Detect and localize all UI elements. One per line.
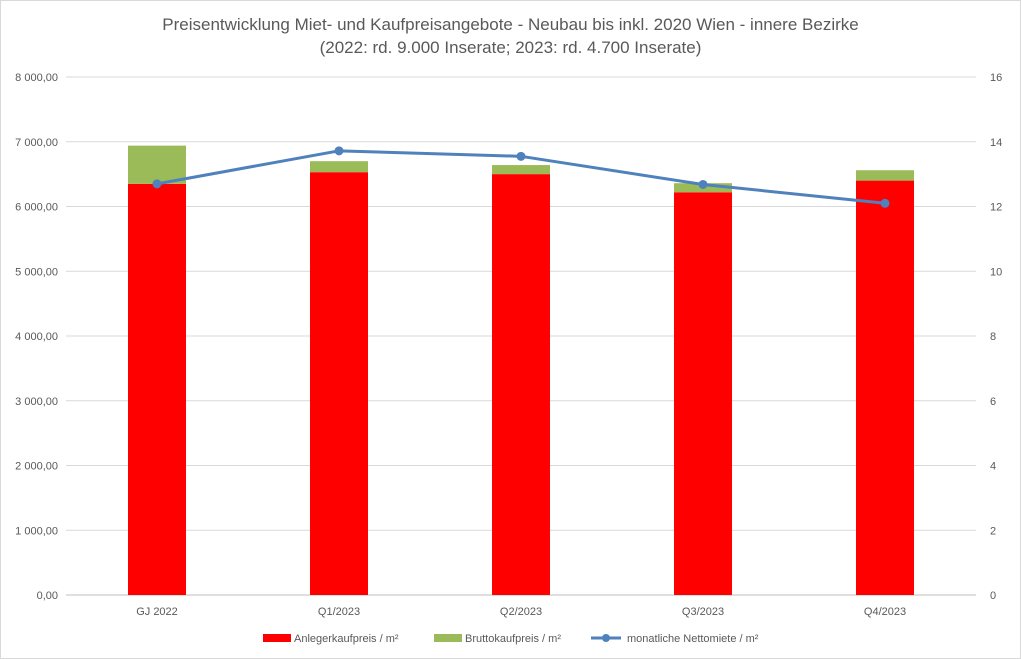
y-left-tick-label: 4 000,00: [15, 331, 58, 343]
bar-bruttokaufpreis: [492, 165, 550, 175]
bar-bruttokaufpreis: [128, 145, 186, 184]
y-right-tick-label: 2: [990, 525, 996, 537]
y-left-tick-label: 0,00: [37, 590, 58, 602]
point-nettomiete: [698, 179, 708, 189]
x-tick-label: Q3/2023: [682, 606, 724, 618]
bar-anlegerkaufpreis: [856, 180, 914, 595]
point-nettomiete: [516, 151, 526, 161]
chart-title-line-2: (2022: rd. 9.000 Inserate; 2023: rd. 4.7…: [319, 38, 702, 57]
y-right-tick-label: 16: [990, 72, 1002, 84]
bar-anlegerkaufpreis: [128, 183, 186, 595]
chart-title-line-1: Preisentwicklung Miet- und Kaufpreisange…: [162, 15, 859, 34]
y-right-tick-label: 0: [990, 590, 996, 602]
x-tick-label: Q4/2023: [864, 606, 906, 618]
y-left-tick-label: 6 000,00: [15, 202, 58, 214]
y-left-tick-label: 3 000,00: [15, 396, 58, 408]
y-right-tick-label: 10: [990, 266, 1002, 278]
y-right-tick-label: 6: [990, 396, 996, 408]
point-nettomiete: [334, 146, 344, 156]
bar-anlegerkaufpreis: [310, 172, 368, 595]
y-right-tick-label: 8: [990, 331, 996, 343]
point-nettomiete: [152, 179, 162, 189]
y-left-tick-label: 2 000,00: [15, 461, 58, 473]
legend-swatch-anlegerkaufpreis: [263, 634, 291, 642]
y-right-tick-label: 4: [990, 461, 996, 473]
bar-anlegerkaufpreis: [674, 192, 732, 595]
y-left-tick-label: 7 000,00: [15, 137, 58, 149]
point-nettomiete: [880, 198, 890, 208]
y-right-tick-label: 14: [990, 137, 1002, 149]
legend-label-bruttokaufpreis: Bruttokaufpreis / m²: [465, 633, 561, 645]
x-tick-label: GJ 2022: [136, 606, 178, 618]
legend-label-nettomiete: monatliche Nettomiete / m²: [627, 633, 759, 645]
x-tick-label: Q2/2023: [500, 606, 542, 618]
legend-swatch-bruttokaufpreis: [434, 634, 462, 642]
y-left-tick-label: 8 000,00: [15, 72, 58, 84]
bar-anlegerkaufpreis: [492, 174, 550, 595]
legend-marker-nettomiete: [602, 634, 610, 642]
legend-label-anlegerkaufpreis: Anlegerkaufpreis / m²: [294, 633, 399, 645]
y-right-tick-label: 12: [990, 202, 1002, 214]
bar-bruttokaufpreis: [856, 170, 914, 181]
bar-bruttokaufpreis: [310, 161, 368, 173]
y-left-tick-label: 5 000,00: [15, 266, 58, 278]
chart-title: Preisentwicklung Miet- und Kaufpreisange…: [1, 13, 1020, 59]
x-tick-label: Q1/2023: [318, 606, 360, 618]
y-left-tick-label: 1 000,00: [15, 525, 58, 537]
